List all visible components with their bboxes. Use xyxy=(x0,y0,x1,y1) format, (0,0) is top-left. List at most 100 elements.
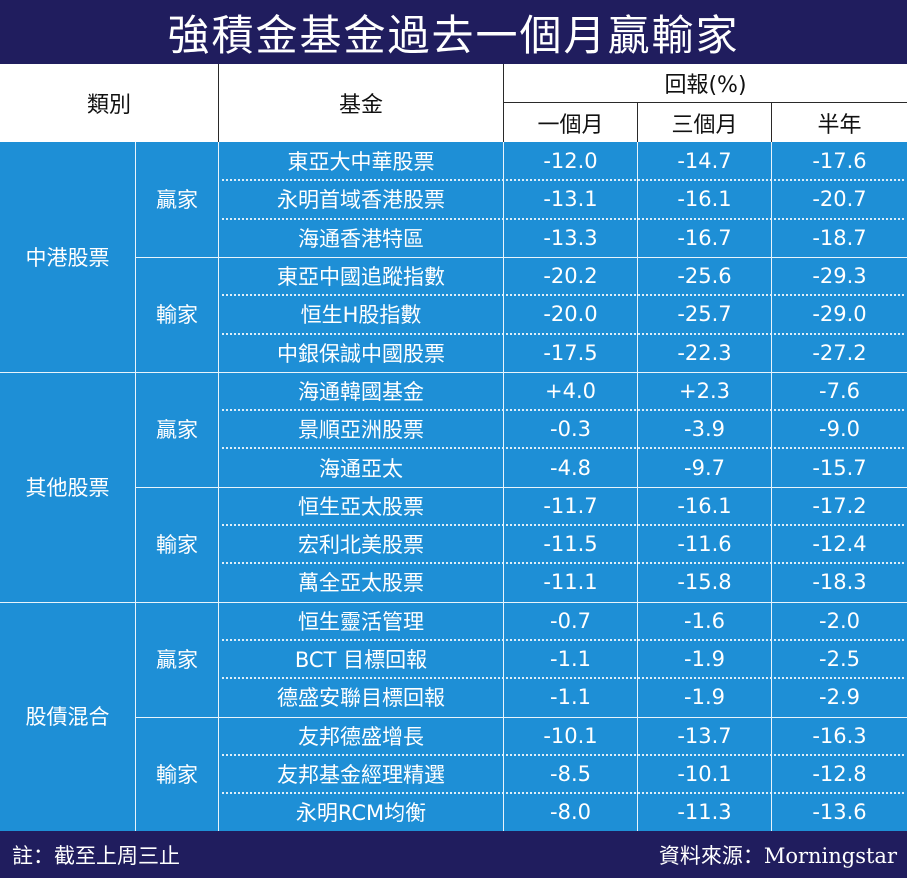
fund-name-cell: 景順亞洲股票 xyxy=(298,418,424,443)
return-3m-cell: -1.9 xyxy=(684,685,725,710)
fund-name-cell: 德盛安聯目標回報 xyxy=(277,686,445,711)
return-6m-cell: -12.4 xyxy=(812,532,867,557)
return-6m-cell: -9.0 xyxy=(819,417,860,442)
fund-name-cell: 永明RCM均衡 xyxy=(295,801,427,826)
return-3m-cell: -15.8 xyxy=(677,570,732,595)
return-1m-cell: -17.5 xyxy=(543,340,598,365)
return-3m-cell: -13.7 xyxy=(677,723,732,748)
return-3m-cell: -14.7 xyxy=(677,149,732,174)
return-1m-cell: -8.0 xyxy=(550,800,591,825)
return-3m-cell: -11.3 xyxy=(677,800,732,825)
column-divider xyxy=(771,142,772,832)
return-6m-cell: -16.3 xyxy=(812,723,867,748)
header-period-3m: 三個月 xyxy=(638,103,771,142)
return-6m-cell: -20.7 xyxy=(812,187,867,212)
fund-name-cell: 海通亞太 xyxy=(319,456,403,481)
group-label: 輸家 xyxy=(156,533,198,558)
header-fund: 基金 xyxy=(219,64,503,142)
fund-name-cell: 恒生亞太股票 xyxy=(298,494,424,519)
fund-name-cell: 宏利北美股票 xyxy=(298,533,424,558)
row-divider xyxy=(222,638,904,641)
return-6m-cell: -7.6 xyxy=(819,378,860,403)
table-body: 東亞大中華股票 -12.0 -14.7 -17.6 永明首域香港股票 -13.1 -16.1… xyxy=(0,142,907,832)
fund-name-cell: 海通香港特區 xyxy=(298,226,424,251)
return-1m-cell: -4.8 xyxy=(550,455,591,480)
footer-note: 註：截至上周三止 xyxy=(12,843,180,868)
return-6m-cell: -2.5 xyxy=(819,647,860,672)
group-label: 贏家 xyxy=(156,188,198,213)
row-divider xyxy=(222,294,904,297)
header-divider xyxy=(503,64,504,142)
row-divider xyxy=(222,332,904,335)
row-divider xyxy=(222,792,904,795)
fund-name-cell: 東亞大中華股票 xyxy=(287,150,435,175)
fund-name-cell: 萬全亞太股票 xyxy=(298,571,424,596)
header-period-6m: 半年 xyxy=(772,103,907,142)
return-3m-cell: -1.6 xyxy=(684,608,725,633)
column-divider xyxy=(637,142,638,832)
return-3m-cell: -25.7 xyxy=(677,302,732,327)
fund-name-cell: 海通韓國基金 xyxy=(298,379,424,404)
return-1m-cell: +4.0 xyxy=(545,378,596,403)
group-label: 輸家 xyxy=(156,303,198,328)
row-divider xyxy=(222,753,904,756)
row-divider xyxy=(222,179,904,182)
fund-name-cell: 中銀保誠中國股票 xyxy=(277,341,445,366)
fund-name-cell: 恒生靈活管理 xyxy=(298,609,424,634)
row-divider xyxy=(222,677,904,680)
column-divider xyxy=(218,142,219,832)
group-label: 贏家 xyxy=(156,648,198,673)
group-label: 贏家 xyxy=(156,418,198,443)
return-6m-cell: -15.7 xyxy=(812,455,867,480)
return-1m-cell: -12.0 xyxy=(543,149,598,174)
group-divider xyxy=(135,486,907,488)
return-3m-cell: -1.9 xyxy=(684,647,725,672)
return-1m-cell: -8.5 xyxy=(550,761,591,786)
return-6m-cell: -27.2 xyxy=(812,340,867,365)
return-6m-cell: -29.0 xyxy=(812,302,867,327)
return-1m-cell: -0.3 xyxy=(550,417,591,442)
row-divider xyxy=(222,562,904,565)
return-1m-cell: -1.1 xyxy=(550,685,591,710)
group-label: 輸家 xyxy=(156,762,198,787)
header-divider xyxy=(504,102,907,103)
header-return-group: 回報(%) xyxy=(504,64,907,102)
column-divider xyxy=(503,142,504,832)
row-divider xyxy=(222,217,904,220)
group-divider xyxy=(135,716,907,718)
return-1m-cell: -1.1 xyxy=(550,647,591,672)
return-6m-cell: -17.2 xyxy=(812,493,867,518)
group-divider xyxy=(135,256,907,258)
header-divider xyxy=(771,103,772,142)
header-divider xyxy=(218,64,219,142)
fund-name-cell: 友邦基金經理精選 xyxy=(277,762,445,787)
column-divider xyxy=(135,142,136,832)
return-1m-cell: -10.1 xyxy=(543,723,598,748)
return-1m-cell: -13.1 xyxy=(543,187,598,212)
return-6m-cell: -18.7 xyxy=(812,225,867,250)
return-1m-cell: -11.5 xyxy=(543,532,598,557)
return-1m-cell: -20.0 xyxy=(543,302,598,327)
page-title: 強積金基金過去一個月贏輸家 xyxy=(0,0,907,64)
return-6m-cell: -13.6 xyxy=(812,800,867,825)
return-3m-cell: -22.3 xyxy=(677,340,732,365)
category-divider xyxy=(0,601,907,603)
return-6m-cell: -29.3 xyxy=(812,264,867,289)
return-3m-cell: -11.6 xyxy=(677,532,732,557)
return-1m-cell: -20.2 xyxy=(543,264,598,289)
fund-name-cell: 永明首域香港股票 xyxy=(277,188,445,213)
category-divider xyxy=(0,371,907,373)
return-3m-cell: -16.1 xyxy=(677,493,732,518)
category-label: 中港股票 xyxy=(25,245,110,270)
return-3m-cell: -10.1 xyxy=(677,761,732,786)
return-1m-cell: -13.3 xyxy=(543,225,598,250)
footer-source: 資料來源：Morningstar xyxy=(658,843,897,868)
return-3m-cell: -3.9 xyxy=(684,417,725,442)
row-divider xyxy=(222,447,904,450)
return-6m-cell: -2.9 xyxy=(819,685,860,710)
return-1m-cell: -11.7 xyxy=(543,493,598,518)
row-divider xyxy=(222,524,904,526)
return-6m-cell: -12.8 xyxy=(812,761,867,786)
return-3m-cell: -9.7 xyxy=(684,455,725,480)
fund-name-cell: BCT 目標回報 xyxy=(294,648,428,673)
